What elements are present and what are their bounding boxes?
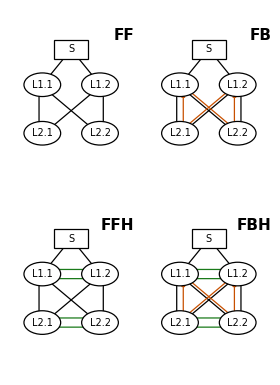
Text: L1.1: L1.1 bbox=[32, 80, 53, 90]
Text: S: S bbox=[206, 44, 212, 54]
Text: L2.1: L2.1 bbox=[170, 318, 190, 328]
Text: FBH: FBH bbox=[237, 218, 272, 233]
Text: L2.2: L2.2 bbox=[90, 318, 111, 328]
Ellipse shape bbox=[82, 121, 118, 145]
Ellipse shape bbox=[82, 311, 118, 334]
Ellipse shape bbox=[162, 311, 198, 334]
Ellipse shape bbox=[219, 262, 256, 286]
FancyBboxPatch shape bbox=[192, 40, 226, 59]
FancyBboxPatch shape bbox=[54, 40, 88, 59]
Text: L2.1: L2.1 bbox=[32, 128, 53, 138]
Ellipse shape bbox=[162, 121, 198, 145]
Ellipse shape bbox=[24, 262, 61, 286]
Text: FFH: FFH bbox=[101, 218, 134, 233]
Ellipse shape bbox=[24, 121, 61, 145]
Text: S: S bbox=[68, 234, 74, 244]
Ellipse shape bbox=[24, 73, 61, 97]
Text: L2.2: L2.2 bbox=[227, 128, 248, 138]
Ellipse shape bbox=[82, 262, 118, 286]
Text: L1.1: L1.1 bbox=[170, 80, 190, 90]
Ellipse shape bbox=[219, 311, 256, 334]
Ellipse shape bbox=[162, 73, 198, 97]
Text: L1.2: L1.2 bbox=[90, 269, 110, 279]
Text: L1.1: L1.1 bbox=[32, 269, 53, 279]
Ellipse shape bbox=[219, 121, 256, 145]
Text: L2.1: L2.1 bbox=[170, 128, 190, 138]
Text: L1.2: L1.2 bbox=[90, 80, 110, 90]
Text: S: S bbox=[68, 44, 74, 54]
Ellipse shape bbox=[219, 73, 256, 97]
Text: L1.2: L1.2 bbox=[227, 269, 248, 279]
Text: L1.2: L1.2 bbox=[227, 80, 248, 90]
Text: L1.1: L1.1 bbox=[170, 269, 190, 279]
Ellipse shape bbox=[162, 262, 198, 286]
Text: L2.2: L2.2 bbox=[90, 128, 111, 138]
Ellipse shape bbox=[82, 73, 118, 97]
Text: L2.1: L2.1 bbox=[32, 318, 53, 328]
Text: FF: FF bbox=[113, 28, 134, 44]
FancyBboxPatch shape bbox=[54, 229, 88, 248]
Text: L2.2: L2.2 bbox=[227, 318, 248, 328]
Ellipse shape bbox=[24, 311, 61, 334]
Text: FB: FB bbox=[250, 28, 272, 44]
Text: S: S bbox=[206, 234, 212, 244]
FancyBboxPatch shape bbox=[192, 229, 226, 248]
